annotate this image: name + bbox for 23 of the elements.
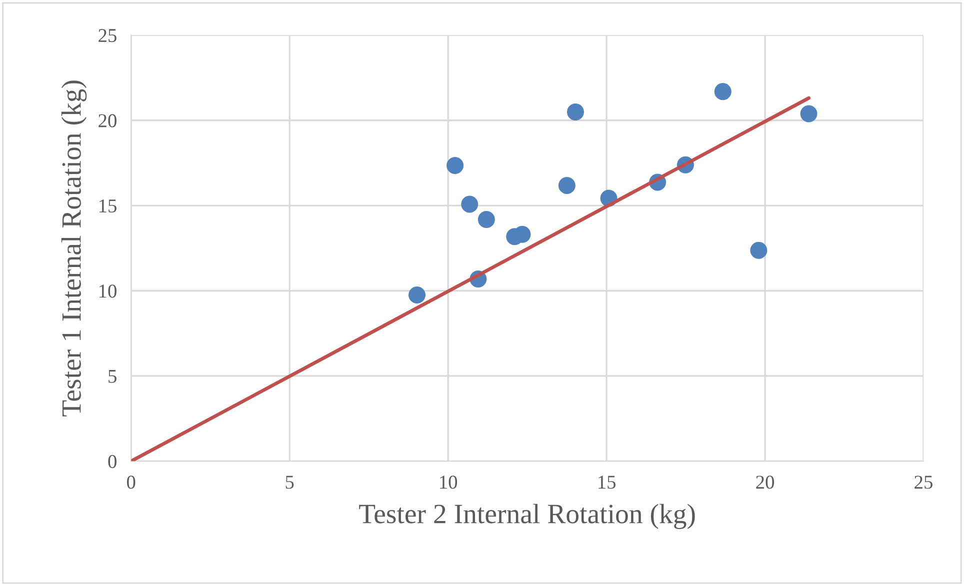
y-tick-label: 15 [99,199,116,213]
point [408,286,426,304]
y-tick-label: 25 [98,29,116,42]
point [446,157,464,174]
point [800,105,818,122]
y-tick-label: 20 [98,114,116,128]
point [478,211,495,228]
x-tick-label: 25 [914,476,932,489]
x-tick-label: 15 [598,476,616,489]
y-axis-title: Tester 1 Internal Rotation (kg) [61,80,87,416]
y-tick-label: 5 [108,370,116,383]
x-tick-label: 20 [756,476,774,489]
x-tick-label: 5 [286,476,294,489]
x-tick-label: 10 [440,476,458,489]
point [558,176,576,194]
point [566,104,584,121]
y-tick-label: 10 [99,284,116,298]
point [750,242,768,259]
y-tick-label: 0 [108,455,116,468]
point [714,83,732,100]
x-tick-label: 0 [126,476,136,489]
point [461,196,478,213]
x-axis-title: Tester 2 Internal Rotation (kg) [359,504,695,530]
